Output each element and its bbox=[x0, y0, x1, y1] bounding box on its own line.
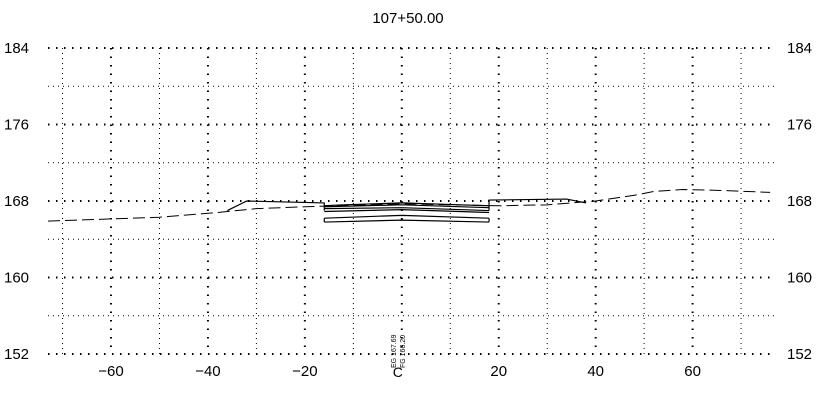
finished-grade-segment bbox=[324, 204, 490, 209]
y-tick-label-left: 152 bbox=[4, 346, 29, 363]
y-tick-label-right: 160 bbox=[787, 270, 812, 287]
x-tick-label: 40 bbox=[587, 363, 604, 380]
x-tick-label: −20 bbox=[292, 363, 317, 380]
finished-grade-segment bbox=[324, 209, 490, 214]
finished-grade-elevation: FG 166.20 bbox=[400, 335, 407, 368]
x-tick-label: −40 bbox=[195, 363, 220, 380]
y-tick-label-left: 176 bbox=[4, 117, 29, 134]
y-tick-label-left: 168 bbox=[4, 193, 29, 210]
x-tick-label: −60 bbox=[98, 363, 123, 380]
y-tick-label-right: 152 bbox=[787, 346, 812, 363]
label-layer: 152 152 160 160 168 168 176 176 184 184 −60 −40 −20 2… bbox=[4, 40, 812, 380]
x-tick-label: 60 bbox=[684, 363, 701, 380]
y-tick-label-right: 184 bbox=[787, 40, 812, 57]
station-title: 107+50.00 bbox=[372, 10, 443, 27]
finished-grade-segment bbox=[324, 219, 490, 223]
y-tick-label-right: 168 bbox=[787, 193, 812, 210]
finished-grade-segment bbox=[324, 202, 490, 207]
y-tick-label-left: 160 bbox=[4, 270, 29, 287]
finished-grade-segment bbox=[324, 214, 490, 219]
finished-grade-segment bbox=[488, 198, 587, 211]
existing-ground-elevation: EG 167.69 bbox=[391, 334, 398, 368]
y-tick-label-right: 176 bbox=[787, 117, 812, 134]
finished-grade-segment bbox=[324, 207, 490, 212]
x-tick-label: 20 bbox=[490, 363, 507, 380]
centerline-mark: C bbox=[393, 364, 403, 380]
y-tick-label-left: 184 bbox=[4, 40, 29, 57]
profile-layer bbox=[47, 189, 771, 223]
grid-layer bbox=[48, 47, 775, 355]
finished-grade-segment bbox=[227, 200, 325, 212]
